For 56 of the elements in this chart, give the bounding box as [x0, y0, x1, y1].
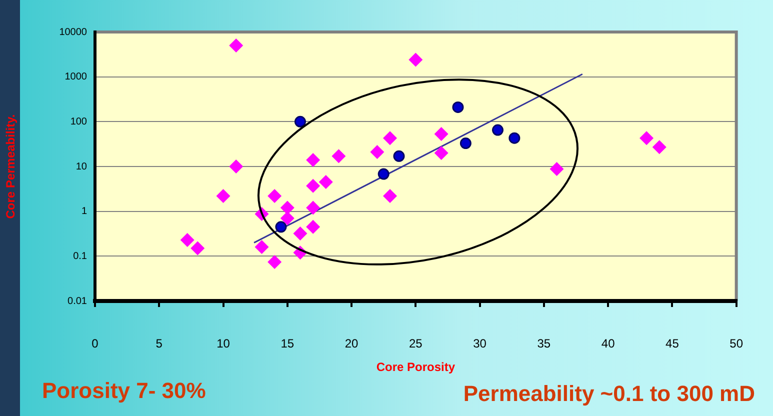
x-tick-label: 25	[408, 336, 423, 351]
y-tick-label: 100	[70, 116, 88, 128]
x-tick-label: 0	[92, 336, 99, 351]
point	[383, 188, 398, 203]
point	[229, 160, 244, 174]
point	[460, 138, 472, 150]
x-tick-label: 20	[344, 336, 359, 351]
point	[216, 188, 230, 203]
point	[383, 131, 398, 146]
point	[550, 162, 564, 176]
y-tick-label: 0.1	[73, 250, 88, 262]
point	[508, 132, 520, 144]
point	[652, 140, 666, 154]
point	[280, 200, 294, 215]
point	[378, 168, 390, 180]
x-tick-label: 10	[216, 336, 230, 351]
y-tick-label: 1000	[64, 72, 88, 83]
x-tick-label: 30	[473, 336, 487, 351]
x-tick-label: 35	[537, 336, 551, 351]
point	[229, 38, 244, 52]
point	[306, 220, 320, 234]
point	[275, 221, 287, 233]
point	[332, 149, 346, 164]
point	[452, 101, 464, 113]
y-axis-title: Core Permeability.	[4, 114, 18, 219]
point	[306, 152, 320, 167]
text: Porosity 7- 30%	[42, 378, 206, 404]
point	[492, 124, 504, 136]
point	[370, 145, 384, 160]
y-tick-label: 10000	[59, 26, 88, 38]
x-tick-label: 40	[601, 336, 616, 351]
x-tick-label: 45	[666, 336, 680, 351]
x-tick-label: 5	[156, 336, 163, 351]
y-tick-label: 0.01	[68, 296, 88, 307]
point	[293, 226, 308, 241]
point	[254, 240, 269, 254]
x-tick-label: 15	[280, 336, 294, 351]
point	[318, 175, 333, 190]
point	[434, 146, 448, 160]
point	[393, 150, 405, 162]
point	[180, 232, 194, 247]
point	[294, 116, 306, 128]
point	[190, 241, 205, 256]
point	[306, 178, 320, 193]
point	[268, 188, 282, 203]
point	[640, 131, 654, 146]
point	[280, 211, 294, 226]
x-axis-title: Core Porosity	[376, 360, 456, 374]
point	[306, 200, 320, 215]
x-tick-label: 50	[730, 336, 744, 351]
text: Permeability ~0.1 to 300 mD	[463, 381, 755, 407]
y-tick-label: 1	[81, 206, 88, 218]
y-tick-label: 10	[76, 161, 88, 172]
point	[408, 52, 423, 67]
point	[268, 255, 282, 270]
point	[434, 127, 448, 142]
